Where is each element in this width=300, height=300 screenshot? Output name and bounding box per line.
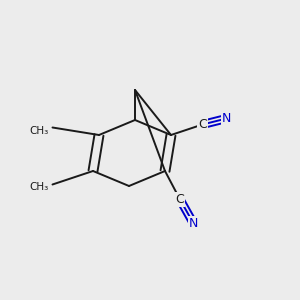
Text: N: N [222,112,231,125]
Text: C: C [198,118,207,131]
Text: CH₃: CH₃ [29,125,49,136]
Text: N: N [189,217,198,230]
Text: C: C [176,193,184,206]
Text: CH₃: CH₃ [29,182,49,193]
